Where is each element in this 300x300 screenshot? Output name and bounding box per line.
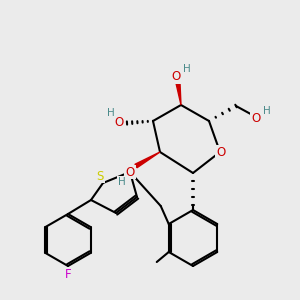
- Text: O: O: [125, 166, 135, 178]
- Text: H: H: [263, 106, 271, 116]
- Text: O: O: [171, 70, 181, 83]
- Text: S: S: [96, 169, 104, 182]
- Text: H: H: [183, 64, 191, 74]
- Polygon shape: [176, 83, 181, 105]
- Text: H: H: [107, 108, 115, 118]
- Text: H: H: [118, 177, 126, 187]
- Text: O: O: [216, 146, 226, 158]
- Text: O: O: [251, 112, 261, 124]
- Polygon shape: [135, 152, 160, 168]
- Text: O: O: [114, 116, 124, 130]
- Text: F: F: [65, 268, 71, 281]
